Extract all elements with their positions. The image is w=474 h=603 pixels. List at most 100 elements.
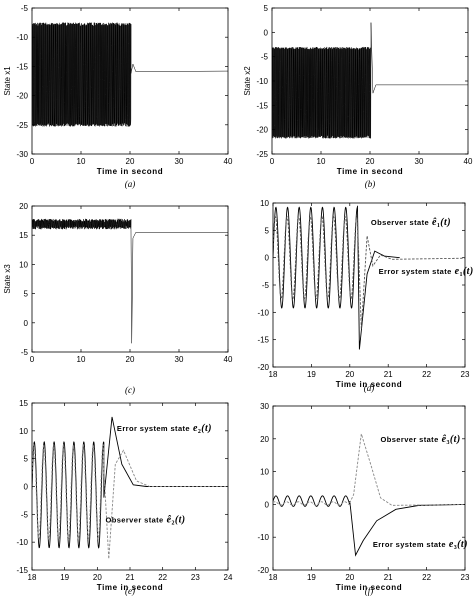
y-tick-label: -5: [21, 510, 29, 519]
series-group: [32, 22, 228, 128]
annotation-symbol: ê: [167, 515, 172, 526]
chart-panel-d: 18 19 20 21 22 23 -20 -15 -10 -5 0 5 10 Time in secon…: [257, 199, 473, 393]
y-tick-label: -10: [16, 538, 28, 547]
annotation-symbol: e: [449, 539, 454, 550]
y-tick-label: -10: [16, 33, 28, 42]
x-tick-label: 40: [464, 157, 473, 166]
annotation-symbol: ê: [442, 434, 447, 445]
annotation-symbol: ê: [432, 217, 437, 228]
annotation-argument: (t): [457, 539, 468, 550]
x-tick-label: 30: [175, 157, 184, 166]
x-tick-label: 0: [30, 355, 35, 364]
x-tick-label: 18: [269, 370, 278, 379]
x-axis-label: Time in second: [337, 167, 404, 176]
y-tick-label: -10: [257, 308, 269, 317]
annotation-label: Error system state e3(t): [373, 539, 468, 551]
annotation-argument: (t): [175, 515, 186, 526]
x-tick-label: 20: [93, 573, 102, 582]
y-tick-label: 5: [264, 4, 269, 13]
series-line-1: [273, 205, 400, 350]
y-tick-label: 0: [24, 483, 29, 492]
annotation-argument: (t): [440, 217, 451, 228]
x-tick-label: 21: [384, 370, 393, 379]
y-tick-label: -20: [16, 92, 28, 101]
annotation-argument: (t): [450, 434, 461, 445]
x-tick-label: 20: [366, 157, 375, 166]
panel-caption: (d): [364, 383, 375, 393]
x-tick-label: 18: [28, 573, 37, 582]
annotation-label: Error system state e1(t): [379, 266, 474, 278]
x-tick-label: 20: [345, 573, 354, 582]
y-axis-label: State x3: [3, 264, 12, 294]
annotation-label: Error system state e2(t): [117, 423, 212, 435]
y-tick-label: -5: [21, 4, 29, 13]
annotation-subscript: 3: [447, 440, 450, 446]
y-tick-label: -30: [16, 150, 28, 159]
x-axis-label: Time in second: [97, 167, 164, 176]
x-tick-label: 30: [175, 355, 184, 364]
series-group: [273, 433, 465, 557]
y-tick-label: 5: [24, 455, 29, 464]
annotation-text: Error system state: [373, 540, 446, 549]
y-tick-label: -20: [256, 126, 268, 135]
y-tick-label: 0: [265, 254, 270, 263]
y-tick-label: 5: [265, 226, 270, 235]
y-tick-label: 30: [260, 402, 269, 411]
x-tick-label: 20: [345, 370, 354, 379]
x-tick-label: 0: [270, 157, 275, 166]
panel-caption: (e): [125, 586, 135, 596]
y-tick-label: -15: [16, 566, 28, 575]
annotation-subscript: 2: [171, 521, 174, 527]
series-line-2: [273, 433, 465, 506]
y-tick-label: 5: [24, 290, 29, 299]
y-tick-label: 20: [19, 202, 28, 211]
annotation-text: Observer state: [106, 516, 164, 525]
y-tick-label: -5: [261, 53, 269, 62]
y-tick-label: -15: [257, 336, 269, 345]
series-line-1: [32, 22, 228, 128]
x-axis-label: Time in second: [97, 583, 164, 592]
annotation-subscript: 2: [198, 429, 201, 435]
annotation-text: Error system state: [379, 267, 452, 276]
y-tick-label: -20: [257, 566, 269, 575]
annotation-argument: (t): [201, 423, 212, 434]
annotation-label: Observer state ê2(t): [106, 515, 186, 527]
series-group: [273, 205, 465, 350]
annotation-text: Error system state: [117, 424, 190, 433]
annotation-subscript: 3: [454, 545, 457, 551]
x-axis-label: Time in second: [336, 380, 403, 389]
x-tick-label: 20: [126, 157, 135, 166]
annotation-subscript: 1: [460, 272, 463, 278]
x-tick-label: 22: [422, 573, 431, 582]
y-tick-label: 15: [19, 231, 28, 240]
x-tick-label: 23: [461, 573, 470, 582]
series-group: [32, 218, 228, 344]
annotation-text: Observer state: [381, 435, 439, 444]
y-tick-label: 15: [19, 399, 28, 408]
x-tick-label: 0: [30, 157, 35, 166]
y-tick-label: -25: [16, 121, 28, 130]
y-tick-label: 20: [260, 435, 269, 444]
y-tick-label: -5: [262, 281, 270, 290]
x-tick-label: 10: [317, 157, 326, 166]
annotation-symbol: e: [193, 423, 198, 434]
annotation-subscript: 1: [437, 223, 440, 229]
annotation-symbol: e: [455, 266, 460, 277]
x-tick-label: 30: [415, 157, 424, 166]
panel-caption: (b): [365, 179, 376, 189]
x-tick-label: 23: [461, 370, 470, 379]
y-tick-label: -10: [257, 533, 269, 542]
x-tick-label: 10: [77, 355, 86, 364]
x-tick-label: 22: [158, 573, 167, 582]
x-tick-label: 21: [126, 573, 135, 582]
x-tick-label: 10: [77, 157, 86, 166]
x-tick-label: 18: [269, 573, 278, 582]
series-line-2: [32, 443, 228, 559]
annotation-text: Observer state: [371, 218, 429, 227]
y-axis-label: State x1: [3, 66, 12, 96]
plot-frame: [272, 405, 466, 571]
panel-caption: (f): [365, 586, 374, 596]
